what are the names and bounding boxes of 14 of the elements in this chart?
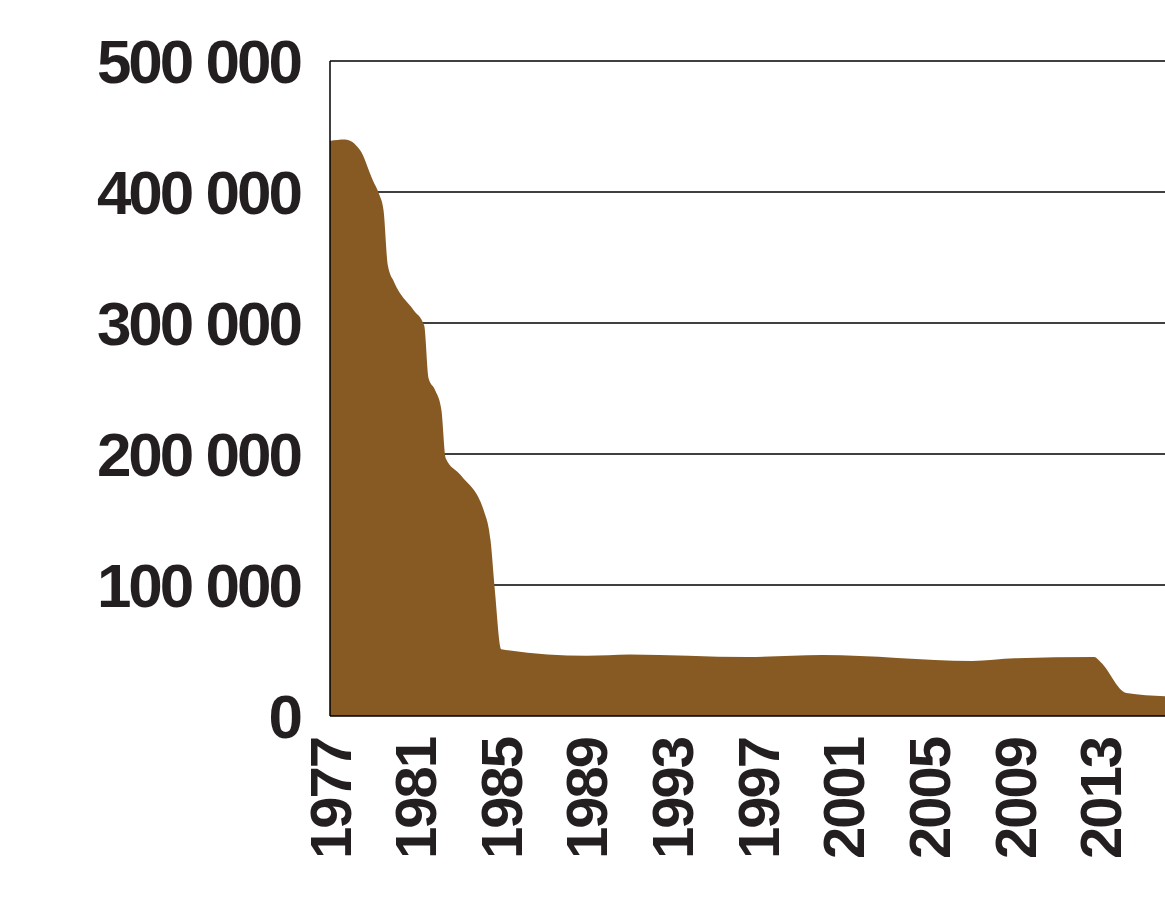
x-tick-label: 2005 [896, 737, 962, 860]
x-tick-label: 1993 [640, 737, 706, 860]
y-tick-label: 200 000 [96, 419, 301, 489]
y-tick-label: 400 000 [96, 157, 301, 227]
y-tick-label: 300 000 [96, 288, 301, 358]
y-tick-label: 100 000 [96, 550, 301, 620]
x-tick-label: 1989 [554, 737, 620, 860]
x-tick-label: 1981 [383, 737, 449, 860]
x-tick-label: 1997 [725, 738, 791, 860]
x-tick-label: 2001 [811, 737, 877, 860]
x-tick-label: 1985 [468, 737, 534, 860]
x-tick-label: 2009 [982, 737, 1048, 860]
x-tick-label: 2013 [1068, 737, 1134, 860]
y-tick-label: 500 000 [96, 26, 301, 96]
